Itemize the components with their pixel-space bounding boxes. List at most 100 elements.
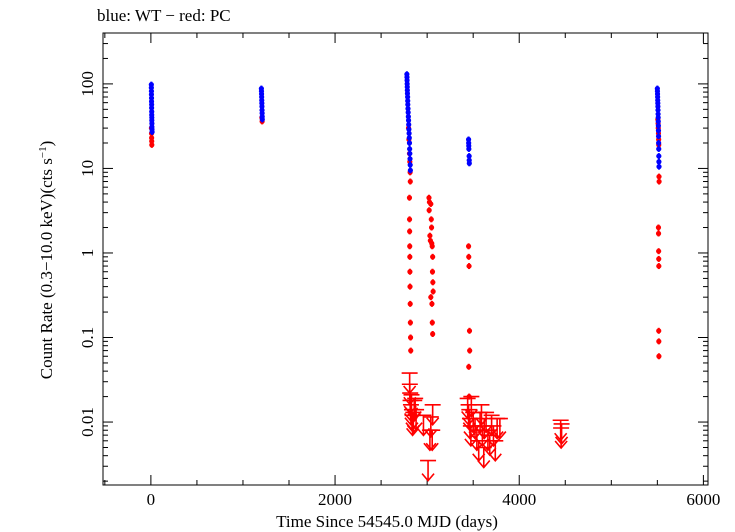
wt-data-point [149, 129, 155, 135]
pc-data-point [467, 348, 473, 354]
pc-upper-limit-arrow [424, 429, 441, 452]
wt-data-point [149, 105, 155, 111]
wt-data-point [259, 116, 265, 123]
pc-data-point [149, 142, 155, 148]
wt-data-point [655, 114, 661, 121]
pc-upper-limit-arrow [424, 403, 441, 427]
pc-upper-limit-arrow [553, 427, 570, 450]
pc-data-point [466, 328, 473, 334]
pc-data-point [426, 195, 432, 201]
pc-data-point [656, 338, 662, 344]
pc-data-point [407, 269, 413, 275]
pc-data-point [465, 243, 472, 249]
pc-data-point [407, 243, 413, 249]
pc-upper-limit-arrow [422, 416, 439, 439]
pc-data-point [407, 178, 413, 185]
wt-data-point [405, 94, 411, 100]
pc-data-point [407, 301, 413, 307]
data-series [148, 71, 662, 482]
pc-data-point [430, 331, 436, 337]
wt-data-point [405, 114, 411, 120]
wt-data-point [407, 167, 413, 173]
wt-data-point [655, 123, 661, 129]
wt-data-point [406, 121, 412, 128]
y-axis-label-close: ) [37, 141, 56, 147]
pc-data-point [429, 269, 436, 275]
pc-data-point [655, 230, 662, 237]
pc-upper-limit-arrow [420, 459, 437, 482]
wt-data-point [655, 107, 661, 113]
y-tick-label: 0.1 [78, 327, 97, 348]
wt-data-point [406, 130, 412, 136]
wt-data-point [407, 156, 413, 162]
pc-data-point [407, 228, 413, 234]
y-axis-ticks: 0.01 0.1 1 10 100 [78, 32, 708, 482]
pc-data-point [427, 233, 433, 239]
pc-data-point [466, 393, 472, 400]
wt-data-point [407, 162, 413, 168]
pc-data-point [149, 138, 155, 144]
pc-data-point [428, 201, 434, 207]
x-tick-label: 6000 [686, 490, 720, 509]
wt-data-point [407, 150, 413, 157]
wt-data-point [655, 118, 661, 125]
pc-upper-limit-arrow [487, 439, 504, 463]
pc-data-point [656, 256, 662, 262]
pc-data-point [430, 254, 436, 260]
plot-frame [102, 32, 709, 486]
wt-data-point [405, 101, 411, 108]
pc-data-point [430, 279, 436, 285]
pc-data-point [429, 243, 435, 249]
pc-data-point [656, 263, 662, 269]
wt-data-point [406, 140, 413, 146]
pc-data-point [656, 174, 662, 180]
chart-title: blue: WT − red: PC [97, 6, 231, 25]
y-tick-label: 100 [78, 71, 97, 97]
y-axis-label: Count Rate (0.3−10.0 keV)(cts s−1) [37, 141, 56, 380]
wt-data-point [405, 106, 411, 112]
pc-data-point [466, 254, 472, 260]
pc-data-point [407, 254, 413, 260]
wt-data-point [466, 160, 472, 166]
pc-data-point [407, 320, 413, 326]
pc-data-point [407, 284, 413, 290]
pc-data-point [656, 248, 662, 254]
pc-data-point [655, 224, 662, 231]
wt-data-point [405, 98, 411, 104]
wt-data-point [656, 153, 662, 159]
pc-data-point [466, 263, 472, 269]
pc-data-point [656, 353, 662, 359]
pc-upper-limit-arrow [491, 417, 508, 440]
pc-data-point [429, 301, 435, 307]
wt-data-point [466, 153, 472, 159]
pc-data-point [428, 216, 434, 222]
wt-data-point [406, 135, 412, 141]
y-axis-label-main: Count Rate (0.3−10.0 keV)(cts s [37, 158, 56, 379]
wt-data-point [405, 109, 411, 116]
wt-data-point [466, 146, 472, 152]
wt-data-point [655, 128, 662, 134]
wt-data-point [656, 146, 662, 152]
pc-data-point [656, 328, 662, 334]
pc-data-point [408, 348, 414, 354]
pc-data-point [426, 207, 432, 213]
y-tick-label: 0.01 [78, 407, 97, 437]
wt-data-point [405, 117, 412, 123]
pc-upper-limit-arrow [407, 397, 424, 420]
y-tick-label: 1 [78, 249, 97, 257]
wt-data-point [656, 159, 662, 165]
wt-data-point [406, 126, 412, 132]
wt-data-point [656, 164, 662, 170]
pc-data-point [406, 216, 413, 222]
x-axis-ticks: 0 2000 4000 6000 [104, 33, 720, 509]
wt-data-point [655, 133, 662, 139]
wt-data-point [407, 146, 413, 152]
y-tick-label: 10 [78, 160, 97, 177]
pc-upper-limit-arrow [415, 414, 432, 437]
pc-data-point [430, 288, 436, 295]
pc-data-point [406, 195, 413, 201]
pc-data-point [428, 294, 434, 300]
pc-data-point [429, 320, 435, 326]
x-tick-label: 2000 [318, 490, 352, 509]
